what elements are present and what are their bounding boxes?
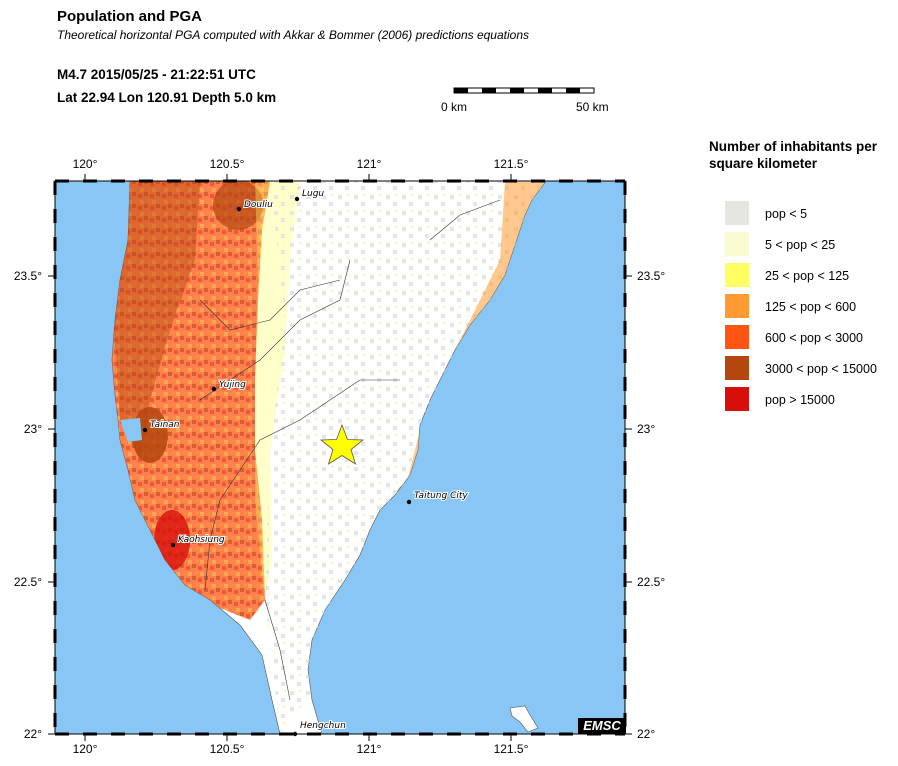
city-dot [294,196,300,202]
legend-label: 3000 < pop < 15000 [765,362,877,376]
admin-boundary [264,599,291,701]
graticule-ticks [48,174,632,741]
lat-label-right: 22.5° [637,575,665,589]
legend-label: 5 < pop < 25 [765,238,836,252]
legend-label: pop > 15000 [765,393,835,407]
legend-label: 125 < pop < 600 [765,300,857,314]
city-dot [170,542,176,548]
city-dot [236,206,242,212]
map-title: Population and PGA [57,8,202,25]
admin-boundary [204,379,400,591]
legend-swatch [725,201,749,225]
scale-label-end: 50 km [576,100,609,114]
lagoon [120,418,142,442]
event-location-depth: Lat 22.94 Lon 120.91 Depth 5.0 km [57,90,277,105]
emsc-logo: EMSC [578,718,626,734]
city-label-taitung: Taitung City [414,491,468,501]
scale-label-start: 0 km [441,100,468,114]
legend-label: pop < 5 [765,207,808,221]
lon-label-top: 121.5° [494,157,529,171]
lon-label-bottom: 120.5° [210,742,245,756]
lat-label-right: 22° [637,727,655,741]
city-dot [292,731,298,737]
admin-boundary [199,259,351,401]
lon-label-top: 121° [357,157,382,171]
legend-swatch [725,294,749,318]
lat-label-left: 22.5° [14,575,42,589]
legend-swatch [725,325,749,349]
legend-swatch [725,356,749,380]
legend-swatch [725,232,749,256]
lon-label-bottom: 121.5° [494,742,529,756]
admin-boundary [429,199,501,241]
city-label-hengchun: Hengchun [300,721,346,731]
lat-label-left: 23.5° [14,269,42,283]
city-dot [406,499,412,505]
scale-bar: 0 km 50 km [430,86,630,126]
event-magnitude-time: M4.7 2015/05/25 - 21:22:51 UTC [57,67,256,82]
lon-label-bottom: 121° [357,742,382,756]
lat-label-right: 23.5° [637,269,665,283]
lon-label-top: 120.5° [210,157,245,171]
admin-boundary [199,279,341,331]
lat-label-right: 23° [637,422,655,436]
legend-label: 600 < pop < 3000 [765,331,864,345]
legend-swatch [725,263,749,287]
island [509,705,539,733]
epicenter-star-icon [319,423,365,465]
map-frame [53,179,627,736]
city-label-yujing: Yujing [219,380,246,390]
lon-label-bottom: 120° [73,742,98,756]
city-label-douliu: Douliu [244,200,273,210]
city-dot [211,386,217,392]
lat-label-left: 23° [24,422,42,436]
lon-label-top: 120° [73,157,98,171]
legend-label: 25 < pop < 125 [765,269,850,283]
map-subtitle: Theoretical horizontal PGA computed with… [57,28,530,42]
city-label-lugu: Lugu [302,189,324,199]
lat-label-left: 22° [24,727,42,741]
legend-title: Number of inhabitants per square kilomet… [709,139,878,171]
city-dot [142,427,148,433]
map-area [55,181,625,734]
city-markers: Lugu Douliu Yujing Tainan Kaohsiung Tait… [142,188,469,737]
legend-swatch [725,387,749,411]
land-area [111,181,547,734]
city-label-tainan: Tainan [150,420,180,430]
city-label-kaohsiung: Kaohsiung [178,535,225,545]
